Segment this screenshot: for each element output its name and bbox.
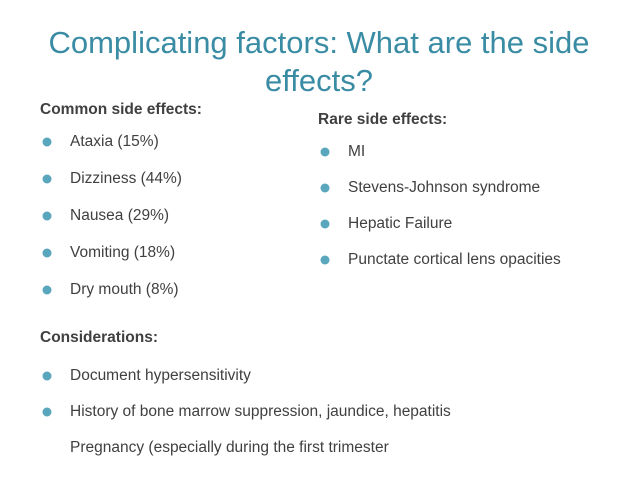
list-item-text: Punctate cortical lens opacities — [348, 251, 561, 268]
list-item: Dizziness (44%) — [40, 169, 300, 189]
list-item: Ataxia (15%) — [40, 132, 300, 152]
list-item-text: Stevens-Johnson syndrome — [348, 179, 541, 196]
list-item-text: Document hypersensitivity — [70, 367, 251, 384]
list-item: Document hypersensitivity — [40, 366, 620, 386]
list-item: Pregnancy (especially during the first t… — [40, 438, 620, 458]
list-item: Hepatic Failure — [318, 214, 598, 234]
circle-bullet-icon — [42, 285, 52, 295]
common-side-effects-section: Common side effects: Ataxia (15%) Dizzin… — [40, 100, 300, 317]
rare-side-effects-section: Rare side effects: MI Stevens-Johnson sy… — [318, 110, 598, 286]
rare-side-effects-list: MI Stevens-Johnson syndrome Hepatic Fail… — [318, 142, 598, 270]
list-item-text: History of bone marrow suppression, jaun… — [70, 403, 451, 420]
considerations-list: Document hypersensitivity History of bon… — [40, 366, 620, 458]
list-item-text: Pregnancy (especially during the first t… — [70, 439, 389, 456]
common-side-effects-list: Ataxia (15%) Dizziness (44%) Nausea (29%… — [40, 132, 300, 300]
list-item-text: MI — [348, 143, 366, 160]
list-item-text: Dry mouth (8%) — [70, 281, 179, 298]
list-item: Punctate cortical lens opacities — [318, 250, 598, 270]
list-item: History of bone marrow suppression, jaun… — [40, 402, 620, 422]
list-item-text: Hepatic Failure — [348, 215, 453, 232]
list-item-text: Nausea (29%) — [70, 207, 170, 224]
circle-bullet-icon — [42, 174, 52, 184]
circle-bullet-icon — [42, 211, 52, 221]
common-side-effects-heading: Common side effects: — [40, 101, 202, 118]
circle-bullet-icon — [42, 137, 52, 147]
considerations-heading: Considerations: — [40, 329, 158, 346]
list-item: Dry mouth (8%) — [40, 280, 300, 300]
circle-bullet-icon — [320, 219, 330, 229]
list-item: Stevens-Johnson syndrome — [318, 178, 598, 198]
circle-bullet-icon — [320, 183, 330, 193]
slide-title: Complicating factors: What are the side … — [48, 25, 590, 98]
list-item: Vomiting (18%) — [40, 243, 300, 263]
circle-bullet-icon — [42, 407, 52, 417]
list-item: Nausea (29%) — [40, 206, 300, 226]
list-item: MI — [318, 142, 598, 162]
circle-bullet-icon — [320, 255, 330, 265]
circle-bullet-icon — [42, 371, 52, 381]
considerations-section: Considerations: Document hypersensitivit… — [40, 328, 620, 474]
circle-bullet-icon — [42, 248, 52, 258]
list-item-text: Ataxia (15%) — [70, 133, 159, 150]
list-item-text: Vomiting (18%) — [70, 244, 176, 261]
list-item-text: Dizziness (44%) — [70, 170, 182, 187]
circle-bullet-icon — [320, 147, 330, 157]
rare-side-effects-heading: Rare side effects: — [318, 111, 448, 128]
